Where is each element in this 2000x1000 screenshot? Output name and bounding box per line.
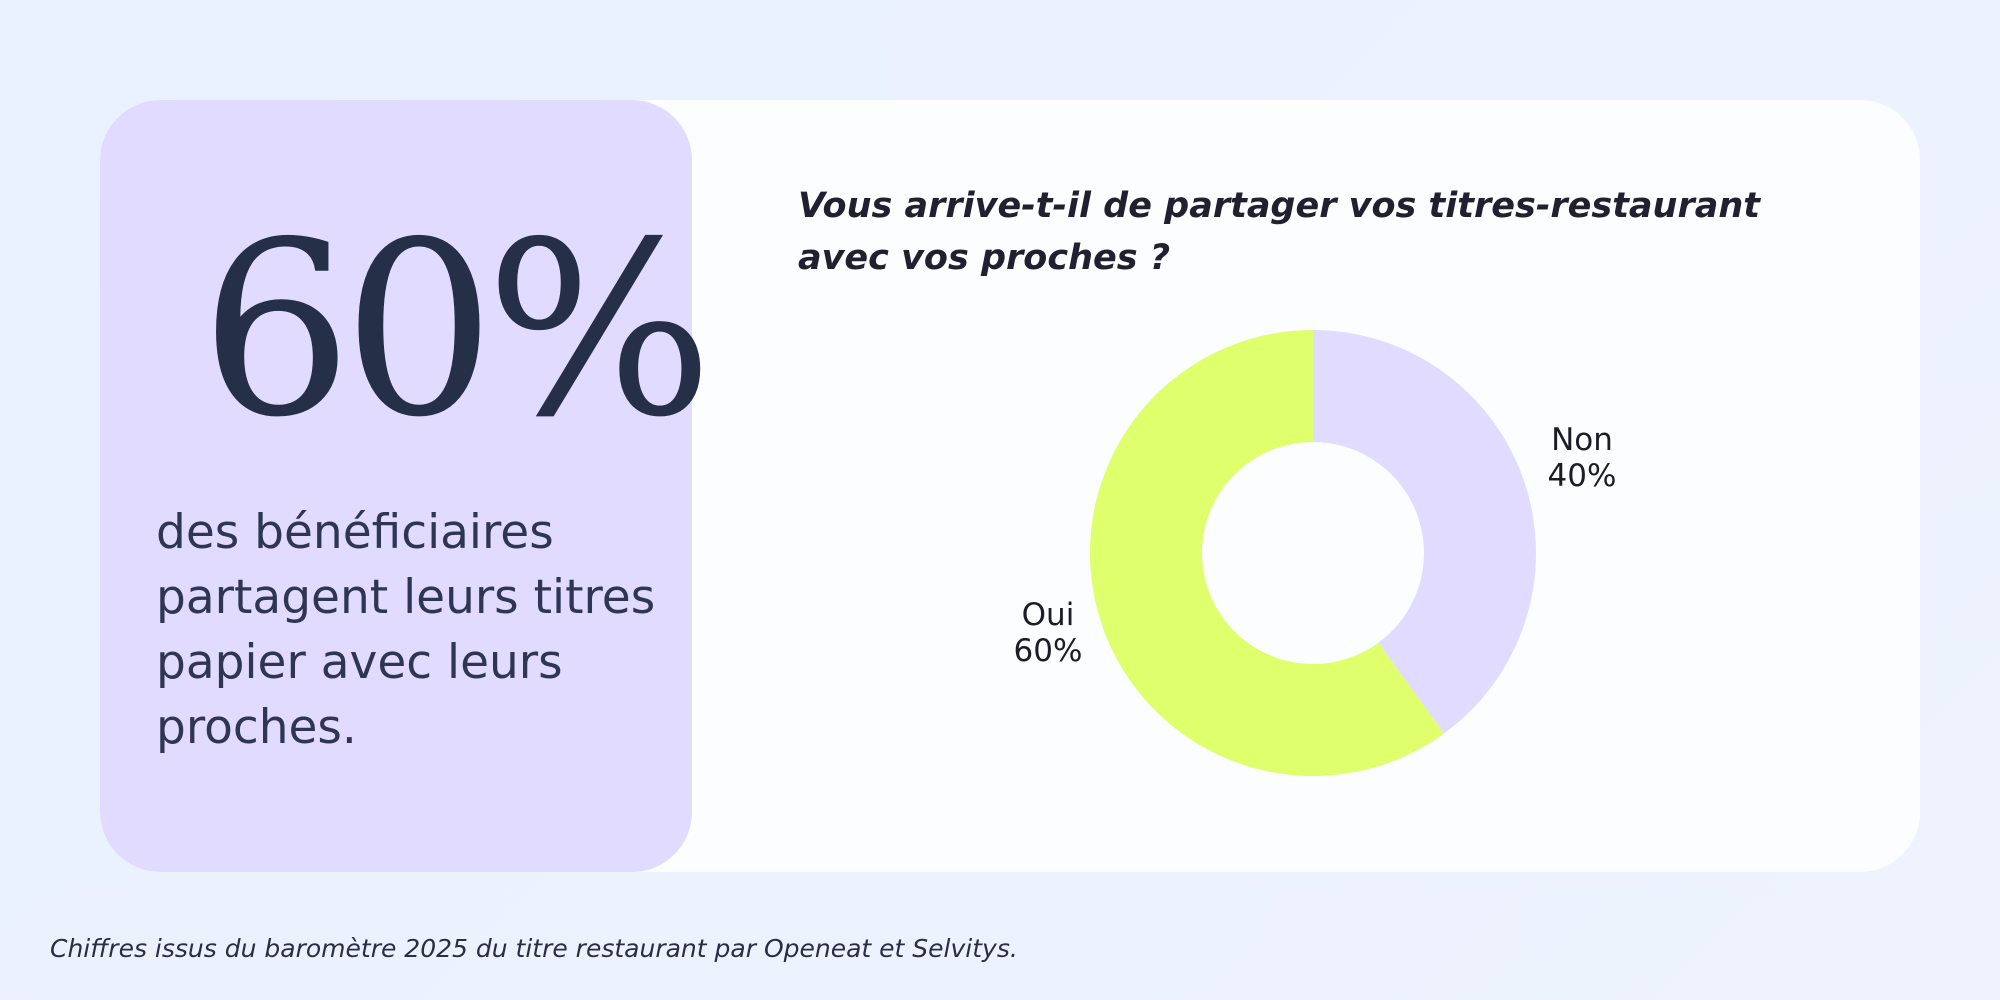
stat-panel: 60% des bénéficiaires partagent leurs ti… bbox=[100, 100, 713, 872]
big-stat-value: 60% bbox=[200, 190, 713, 470]
stat-caption: des bénéficiaires partagent leurs titres… bbox=[156, 505, 656, 755]
donut-slice-non bbox=[1313, 330, 1537, 734]
slice-value-oui: 60% bbox=[1014, 633, 1083, 669]
slice-label-oui: Oui bbox=[1022, 597, 1075, 633]
infographic-card: 60% des bénéficiaires partagent leurs ti… bbox=[100, 100, 1920, 872]
slice-label-non: Non bbox=[1551, 422, 1613, 458]
donut-slice-oui bbox=[1090, 330, 1445, 776]
chart-title: Vous arrive-t-il de partager vos titres-… bbox=[798, 186, 1760, 278]
source-footnote: Chiffres issus du baromètre 2025 du titr… bbox=[50, 934, 1018, 963]
slice-value-non: 40% bbox=[1548, 458, 1617, 494]
